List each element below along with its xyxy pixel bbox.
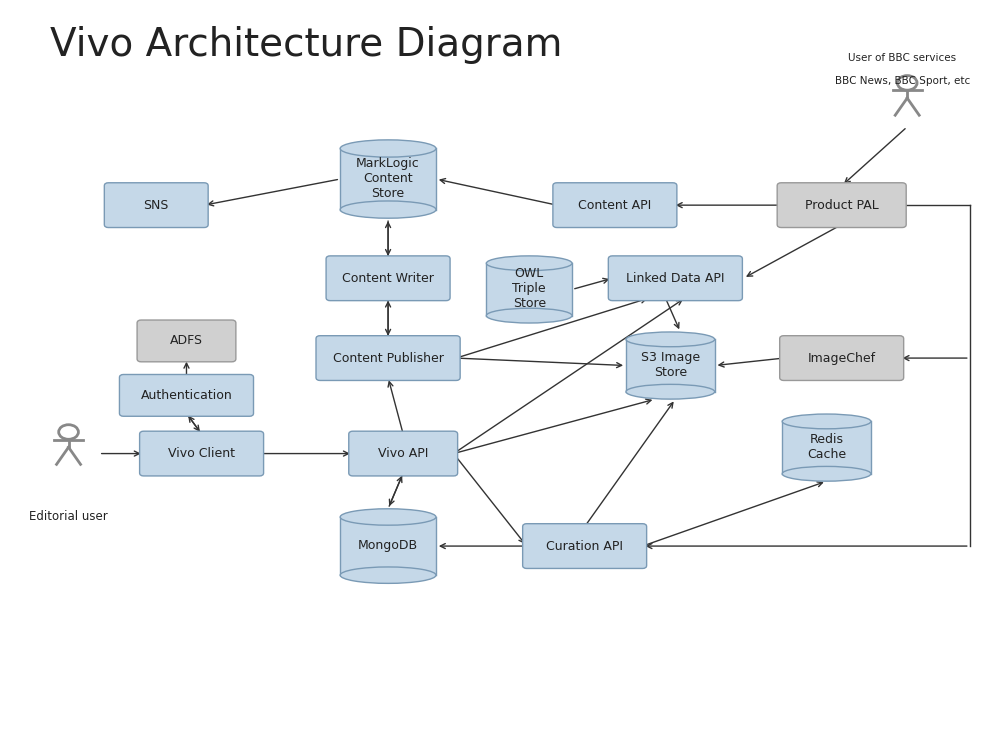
FancyBboxPatch shape — [327, 256, 450, 301]
Text: ImageChef: ImageChef — [807, 351, 876, 365]
FancyBboxPatch shape — [119, 374, 254, 416]
Text: User of BBC services: User of BBC services — [848, 54, 957, 63]
Bar — [486, 263, 572, 316]
Text: Linked Data API: Linked Data API — [626, 272, 725, 285]
FancyBboxPatch shape — [316, 336, 460, 380]
Text: Redis
Cache: Redis Cache — [807, 433, 846, 461]
FancyBboxPatch shape — [609, 256, 742, 301]
Text: ADFS: ADFS — [170, 334, 203, 348]
Bar — [782, 421, 871, 474]
Ellipse shape — [486, 256, 573, 271]
Text: Editorial user: Editorial user — [29, 510, 108, 522]
Text: BBC News, BBC Sport, etc: BBC News, BBC Sport, etc — [835, 76, 970, 86]
Ellipse shape — [626, 332, 715, 347]
FancyBboxPatch shape — [522, 524, 647, 568]
Text: Content Writer: Content Writer — [342, 272, 434, 285]
Text: Authentication: Authentication — [140, 389, 233, 402]
Ellipse shape — [486, 308, 573, 323]
Text: MongoDB: MongoDB — [358, 539, 418, 552]
Bar — [341, 148, 435, 210]
Text: Vivo Client: Vivo Client — [168, 447, 235, 460]
Ellipse shape — [340, 140, 435, 157]
Ellipse shape — [782, 414, 871, 429]
FancyBboxPatch shape — [349, 431, 458, 476]
Ellipse shape — [340, 201, 435, 219]
Bar — [341, 517, 435, 575]
Text: SNS: SNS — [143, 198, 169, 212]
FancyBboxPatch shape — [104, 183, 209, 228]
Text: MarkLogic
Content
Store: MarkLogic Content Store — [356, 157, 420, 200]
Text: OWL
Triple
Store: OWL Triple Store — [512, 267, 546, 310]
FancyBboxPatch shape — [777, 183, 906, 228]
Ellipse shape — [782, 466, 871, 481]
Text: Vivo API: Vivo API — [378, 447, 428, 460]
Ellipse shape — [340, 567, 435, 583]
FancyBboxPatch shape — [139, 431, 263, 476]
FancyBboxPatch shape — [552, 183, 676, 228]
Text: Vivo Architecture Diagram: Vivo Architecture Diagram — [50, 26, 562, 64]
FancyBboxPatch shape — [137, 320, 236, 362]
Text: Content Publisher: Content Publisher — [333, 351, 444, 365]
Ellipse shape — [340, 509, 435, 525]
FancyBboxPatch shape — [780, 336, 903, 380]
Text: S3 Image
Store: S3 Image Store — [641, 351, 700, 379]
Text: Curation API: Curation API — [546, 539, 623, 553]
Bar — [626, 339, 715, 392]
Text: Product PAL: Product PAL — [804, 198, 879, 212]
Text: Content API: Content API — [579, 198, 651, 212]
Ellipse shape — [626, 384, 715, 399]
